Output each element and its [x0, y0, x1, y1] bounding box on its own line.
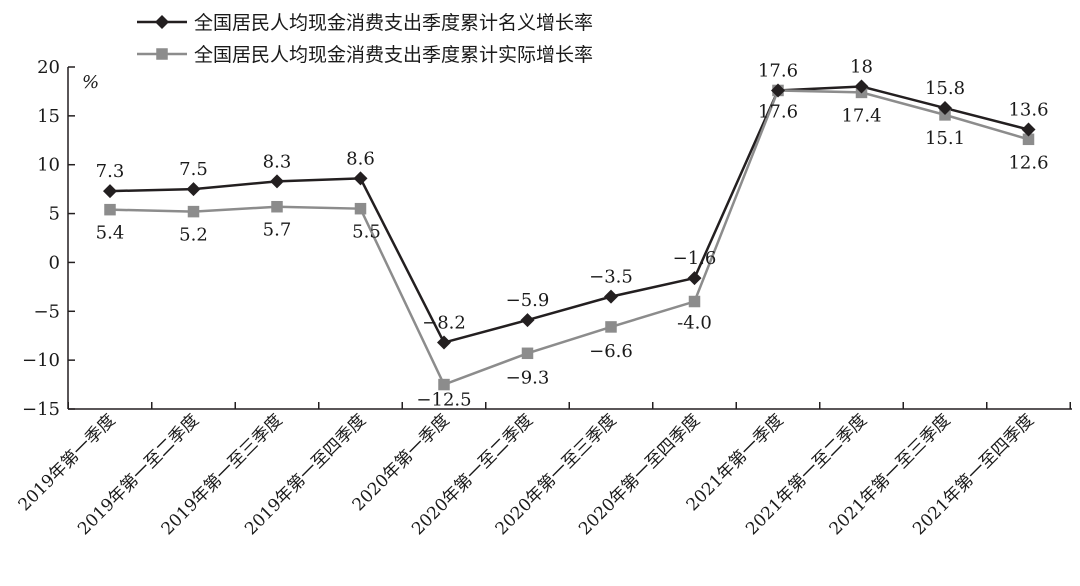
- real-point: [521, 347, 534, 360]
- real-point: [1022, 133, 1035, 146]
- nominal-data-label: 7.5: [179, 159, 208, 180]
- legend: 全国居民人均现金消费支出季度累计名义增长率全国居民人均现金消费支出季度累计实际增…: [137, 12, 593, 66]
- nominal-data-label: −3.5: [589, 267, 633, 288]
- real-data-label: 5.2: [179, 225, 208, 246]
- legend-label-1: 全国居民人均现金消费支出季度累计名义增长率: [194, 12, 593, 34]
- nominal-point: [604, 289, 618, 304]
- y-tick-label: −10: [22, 350, 60, 371]
- real-point: [354, 202, 367, 215]
- y-tick-label: 5: [49, 204, 60, 225]
- nominal-data-label: 8.3: [263, 151, 292, 172]
- real-data-label: -4.0: [677, 313, 712, 334]
- real-point: [438, 378, 450, 391]
- nominal-data-label: 18: [850, 57, 873, 78]
- y-tick-label: −5: [33, 301, 60, 322]
- nominal-point: [270, 174, 284, 189]
- nominal-data-label: 17.6: [758, 60, 798, 81]
- data-labels: 7.3 7.5 8.3 8.6 −8.2 −5.9 −3.5 −1.6 17.6 18 15.8 13…: [96, 57, 1049, 411]
- real-data-label: −12.5: [416, 390, 471, 411]
- real-data-label: 5.7: [263, 220, 292, 241]
- real-data-label: 15.1: [925, 128, 965, 149]
- nominal-point: [437, 335, 451, 350]
- nominal-point: [854, 79, 869, 94]
- nominal-point: [353, 171, 368, 186]
- nominal-data-label: 7.3: [96, 161, 125, 182]
- real-point: [187, 205, 200, 218]
- legend-marker-1: [155, 15, 169, 29]
- real-data-label: −9.3: [506, 367, 550, 388]
- nominal-data-label: 13.6: [1008, 100, 1048, 121]
- nominal-data-label: 8.6: [346, 148, 375, 169]
- real-data-label: 5.4: [96, 223, 125, 244]
- real-data-label: 12.6: [1008, 152, 1048, 173]
- series-line-nominal: [109, 85, 1029, 345]
- legend-label-2: 全国居民人均现金消费支出季度累计实际增长率: [194, 44, 593, 66]
- real-point: [688, 295, 701, 308]
- nominal-point: [103, 184, 117, 199]
- nominal-data-label: −8.2: [422, 313, 466, 334]
- nominal-point: [771, 83, 785, 98]
- y-axis-unit: %: [82, 72, 99, 93]
- real-data-label: 17.6: [758, 101, 798, 122]
- nominal-data-label: −1.6: [673, 248, 717, 269]
- legend-marker-2: [156, 48, 168, 60]
- y-tick-label: 10: [37, 155, 60, 176]
- nominal-data-label: −5.9: [506, 290, 550, 311]
- series-markers: [103, 79, 1036, 391]
- real-point: [104, 203, 116, 216]
- real-point: [271, 200, 283, 213]
- nominal-point: [1021, 122, 1036, 137]
- nominal-point: [687, 271, 702, 286]
- nominal-point: [520, 313, 535, 328]
- y-tick-label: 0: [49, 252, 60, 273]
- y-tick-label: 20: [37, 57, 60, 78]
- real-point: [605, 321, 617, 333]
- real-data-label: 17.4: [841, 105, 881, 126]
- y-tick-label: 15: [37, 106, 60, 127]
- nominal-point: [938, 101, 952, 116]
- y-tick-label: −15: [22, 399, 60, 420]
- nominal-data-label: 15.8: [925, 78, 965, 99]
- series-lines: [109, 85, 1029, 387]
- series-line-real: [109, 89, 1029, 387]
- real-data-label: 5.5: [352, 222, 381, 243]
- real-data-label: −6.6: [589, 341, 633, 362]
- nominal-point: [186, 182, 201, 197]
